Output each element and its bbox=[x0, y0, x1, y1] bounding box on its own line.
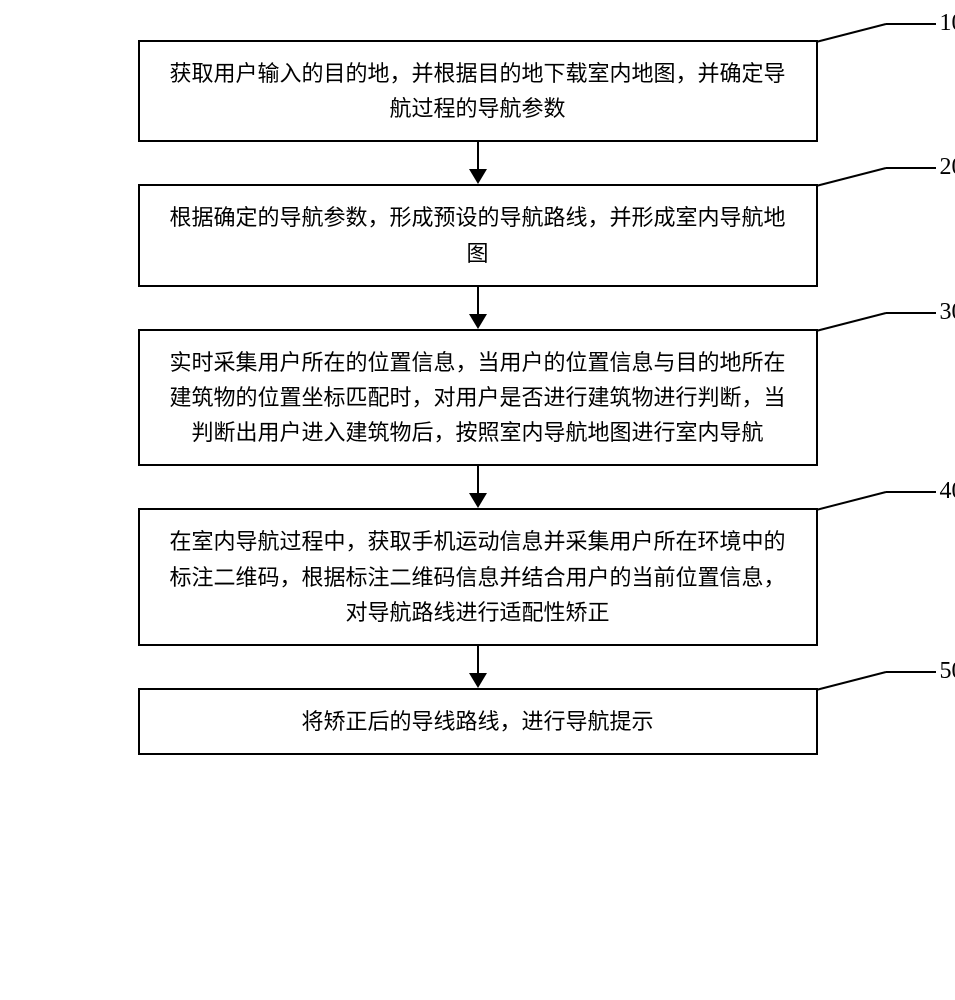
leader-500 bbox=[816, 672, 955, 722]
node-wrapper-400: 在室内导航过程中，获取手机运动信息并采集用户所在环境中的标注二维码，根据标注二维… bbox=[20, 508, 935, 646]
node-500: 将矫正后的导线路线，进行导航提示 500 bbox=[138, 688, 818, 755]
flowchart-container: 获取用户输入的目的地，并根据目的地下载室内地图，并确定导航过程的导航参数 100… bbox=[20, 40, 935, 755]
arrow-line bbox=[477, 287, 479, 314]
node-100-text: 获取用户输入的目的地，并根据目的地下载室内地图，并确定导航过程的导航参数 bbox=[169, 61, 785, 121]
label-500: 500 bbox=[940, 652, 955, 690]
node-wrapper-100: 获取用户输入的目的地，并根据目的地下载室内地图，并确定导航过程的导航参数 100 bbox=[20, 40, 935, 142]
node-300-text: 实时采集用户所在的位置信息，当用户的位置信息与目的地所在建筑物的位置坐标匹配时，… bbox=[169, 350, 785, 445]
node-200-text: 根据确定的导航参数，形成预设的导航路线，并形成室内导航地图 bbox=[169, 205, 785, 265]
label-200: 200 bbox=[940, 148, 955, 186]
node-wrapper-200: 根据确定的导航参数，形成预设的导航路线，并形成室内导航地图 200 bbox=[20, 184, 935, 286]
arrow-line bbox=[477, 646, 479, 673]
leader-200 bbox=[816, 168, 955, 218]
node-200: 根据确定的导航参数，形成预设的导航路线，并形成室内导航地图 200 bbox=[138, 184, 818, 286]
leader-100 bbox=[816, 24, 955, 74]
label-400: 400 bbox=[940, 472, 955, 510]
arrow-400-500 bbox=[469, 646, 487, 688]
node-500-text: 将矫正后的导线路线，进行导航提示 bbox=[301, 709, 653, 734]
arrow-head bbox=[469, 493, 487, 508]
arrow-head bbox=[469, 314, 487, 329]
label-100: 100 bbox=[940, 4, 955, 42]
leader-300 bbox=[816, 313, 955, 363]
node-300: 实时采集用户所在的位置信息，当用户的位置信息与目的地所在建筑物的位置坐标匹配时，… bbox=[138, 329, 818, 467]
arrow-100-200 bbox=[469, 142, 487, 184]
arrow-300-400 bbox=[469, 466, 487, 508]
node-wrapper-300: 实时采集用户所在的位置信息，当用户的位置信息与目的地所在建筑物的位置坐标匹配时，… bbox=[20, 329, 935, 467]
arrow-line bbox=[477, 142, 479, 169]
arrow-line bbox=[477, 466, 479, 493]
leader-400 bbox=[816, 492, 955, 542]
arrow-200-300 bbox=[469, 287, 487, 329]
node-400: 在室内导航过程中，获取手机运动信息并采集用户所在环境中的标注二维码，根据标注二维… bbox=[138, 508, 818, 646]
node-400-text: 在室内导航过程中，获取手机运动信息并采集用户所在环境中的标注二维码，根据标注二维… bbox=[169, 529, 785, 624]
label-300: 300 bbox=[940, 293, 955, 331]
node-100: 获取用户输入的目的地，并根据目的地下载室内地图，并确定导航过程的导航参数 100 bbox=[138, 40, 818, 142]
arrow-head bbox=[469, 169, 487, 184]
node-wrapper-500: 将矫正后的导线路线，进行导航提示 500 bbox=[20, 688, 935, 755]
arrow-head bbox=[469, 673, 487, 688]
